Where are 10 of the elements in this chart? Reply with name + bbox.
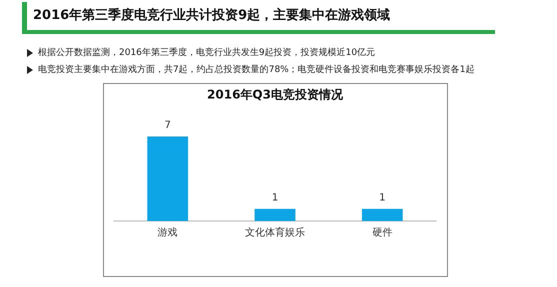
text: 2016年第三季度电竞行业共计投资9起，主要集中在游戏领域 [33,6,390,24]
text: 电竞投资主要集中在游戏方面，共7起，约占总投资数量的78%；电竞硬件设备投资和电竞赛事娱乐投资各1起 [38,64,474,76]
chart-title: 2016年Q3电竞投资情况 [207,87,344,102]
x-tick-label: 硬件 [372,228,392,239]
data-label: 7 [164,120,171,132]
x-tick-label: 游戏 [158,226,178,239]
text: 根据公开数据监测，2016年第三季度，电竞行业共发生9起投资，投资规模近10亿元 [38,46,376,59]
x-tick-label: 文化体育娱乐 [245,226,305,239]
data-label: 1 [379,192,386,204]
data-label: 1 [272,192,278,204]
